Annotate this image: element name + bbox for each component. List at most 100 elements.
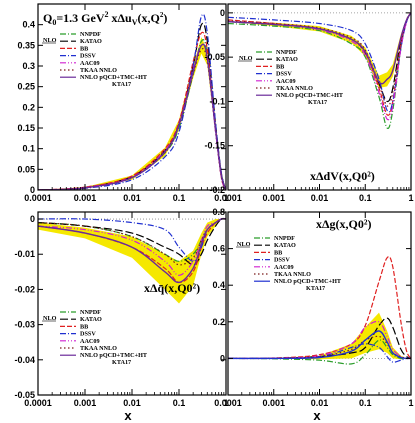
legend-label-6-line2: KTA17 (112, 359, 131, 366)
y-tick-label: 0 (220, 8, 225, 18)
x-tick-label: 0.0001 (24, 193, 52, 203)
y-tick-label: 0.6 (212, 244, 225, 254)
y-tick-label: 0.4 (212, 280, 225, 290)
plot-content (38, 217, 226, 304)
x-tick-label: 0.01 (123, 398, 141, 408)
legend-label-6-line2: KTA17 (308, 99, 327, 106)
y-tick-label: 0.1 (22, 144, 35, 154)
title-sub0: 0 (52, 18, 56, 27)
y-tick-label: 0.25 (17, 82, 35, 92)
legend-label-3: DSSV (274, 257, 290, 264)
series-line-5 (228, 12, 411, 107)
legend-label-5: TKAA NNLO (276, 85, 313, 92)
x-tick-label: 0.1 (359, 398, 372, 408)
y-tick-label: 0.8 (212, 207, 225, 217)
legend-label-0: NNPDF (274, 235, 295, 242)
legend-label-6: NNLO pQCD+TMC+HT (80, 352, 148, 359)
legend-label-3: DSSV (276, 71, 292, 78)
series-line-2 (228, 256, 411, 359)
title-rest: =1.3 GeV (56, 11, 104, 25)
y-tick-label: 0.2 (22, 102, 35, 112)
legend-label-2: BB (80, 45, 88, 52)
series-line-6 (38, 218, 226, 284)
legend-label-1: KATAO (274, 242, 296, 249)
plot-area (38, 4, 226, 190)
panel-title: xΔq̄(x,Q0²) (144, 281, 200, 295)
x-tick-label: 0.001 (74, 193, 97, 203)
y-tick-label: 0.2 (212, 317, 225, 327)
y-tick-label: -0.15 (204, 141, 225, 151)
legend-label-3: DSSV (80, 53, 96, 60)
y-tick-label: 0.3 (22, 61, 35, 71)
series-line-6 (228, 12, 411, 85)
legend-label-0: NNPDF (80, 31, 101, 38)
plot-content (228, 256, 411, 365)
plot-content (228, 12, 411, 130)
legend-label-2: BB (274, 249, 282, 256)
panel-xdg: 0 0.2 0.4 0.6 0.8 0.0001 0.001 0.01 0.1 1 NLO NNPDF… (212, 207, 413, 408)
title-sub: V (132, 18, 138, 27)
legend-label-6: NNLO pQCD+TMC+HT (276, 92, 344, 99)
x-tick-label: 0.1 (359, 193, 372, 203)
y-tick-label: -0.03 (14, 320, 35, 330)
x-tick-label: 0.001 (262, 193, 285, 203)
legend-label-1: KATAO (80, 38, 102, 45)
title-end: ) (163, 11, 167, 25)
legend-label-5: TKAA NNLO (80, 345, 117, 352)
plot-content (38, 13, 226, 190)
legend-label-4: AAC09 (276, 78, 296, 85)
y-tick-label: 0 (220, 353, 225, 363)
y-tick-label: 0.35 (17, 40, 35, 50)
y-tick-label: -0.04 (14, 355, 35, 365)
y-tick-label: 0.4 (22, 20, 35, 30)
legend-label-4: AAC09 (274, 264, 294, 271)
x-tick-label: 0.01 (311, 193, 329, 203)
x-tick-label: 0.01 (311, 398, 329, 408)
panel-title: xΔdV(x,Q0²) (310, 169, 375, 183)
x-tick-label: 1 (408, 398, 413, 408)
x-tick-label: 0.001 (262, 398, 285, 408)
legend-nlo-label: NLO (237, 241, 251, 248)
panel-xdqbar: 0 -0.01 -0.02 -0.03 -0.04 -0.050.0001 0.001 0.0… (14, 211, 229, 408)
series-line-1 (38, 217, 226, 266)
x-axis-label-left: x (124, 408, 132, 423)
series-line-4 (228, 12, 411, 121)
legend-label-0: NNPDF (80, 309, 101, 316)
panel-title: Q0=1.3 GeV2 xΔuV(x,Q2) (43, 10, 167, 27)
x-tick-label: 0.01 (123, 193, 141, 203)
legend-label-6: NNLO pQCD+TMC+HT (80, 74, 148, 81)
uncertainty-band (228, 12, 411, 89)
x-tick-label: 0.001 (74, 398, 97, 408)
x-tick-label: 1 (223, 398, 228, 408)
legend-label-4: AAC09 (80, 60, 100, 67)
series-line-6 (38, 43, 226, 190)
y-tick-label: 0 (30, 214, 35, 224)
series-line-3 (38, 218, 226, 262)
x-tick-label: 1 (408, 193, 413, 203)
series-line-4 (228, 320, 411, 360)
title-args: (x,Q (138, 11, 160, 25)
panel-title: xΔg(x,Q0²) (316, 217, 371, 231)
legend-label-2: BB (276, 63, 284, 70)
series-line-6 (228, 330, 411, 360)
legend-label-2: BB (80, 323, 88, 330)
legend-label-1: KATAO (276, 56, 298, 63)
legend-label-6: NNLO pQCD+TMC+HT (274, 278, 342, 285)
legend-nlo-label: NLO (43, 315, 57, 322)
x-axis-label-right: x (313, 408, 321, 423)
legend-label-6-line2: KTA17 (306, 285, 325, 292)
y-tick-label: -0.2 (209, 185, 225, 195)
x-tick-label: 0.0001 (214, 193, 242, 203)
y-tick-label: -0.1 (209, 96, 225, 106)
panel-xduv: 0 0.05 0.1 0.15 0.2 0.25 0.3 0.35 0.4 0.0001 0.001… (17, 3, 229, 203)
legend-label-3: DSSV (80, 331, 96, 338)
legend-label-5: TKAA NNLO (80, 67, 117, 74)
legend-label-5: TKAA NNLO (274, 271, 311, 278)
y-tick-label: -0.05 (204, 52, 225, 62)
plot-area (228, 212, 411, 395)
panel-xddv: 0 -0.05 -0.1 -0.15 -0.20.0001 0.001 0.01 0.1 1 NL… (204, 3, 414, 203)
legend-label-0: NNPDF (276, 49, 297, 56)
legend-nlo-label: NLO (43, 37, 57, 44)
